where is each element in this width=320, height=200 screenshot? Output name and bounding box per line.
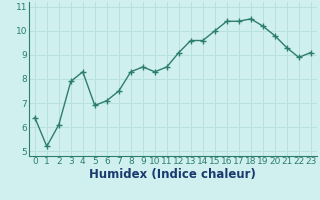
X-axis label: Humidex (Indice chaleur): Humidex (Indice chaleur)	[89, 168, 256, 181]
